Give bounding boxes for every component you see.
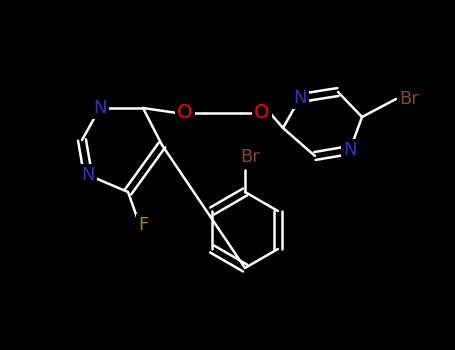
Text: N: N xyxy=(293,89,307,107)
Text: O: O xyxy=(254,104,270,122)
Text: N: N xyxy=(93,99,107,117)
Text: N: N xyxy=(81,166,95,184)
Text: Br: Br xyxy=(399,90,419,108)
Text: F: F xyxy=(138,216,148,234)
Text: O: O xyxy=(177,104,192,122)
Text: N: N xyxy=(343,141,357,159)
Text: Br: Br xyxy=(240,148,260,166)
